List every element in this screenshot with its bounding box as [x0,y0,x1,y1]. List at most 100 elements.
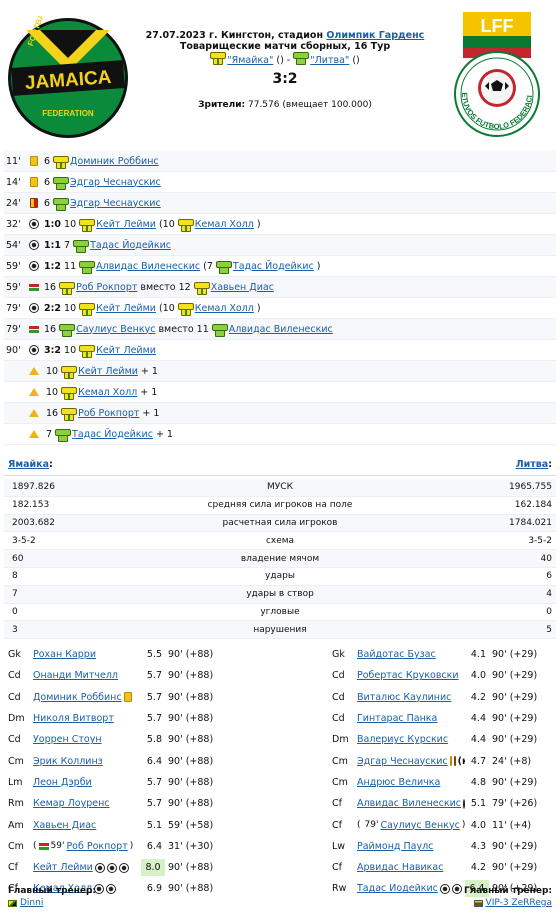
event-text: 6 Эдгар Чеснаускис [42,176,161,190]
player-link[interactable]: Эдгар Чеснаускис [70,197,161,209]
player-rating: 5.7 [146,691,162,703]
player-number: 16 [44,323,57,335]
event-row: 90' 3:2 10 Кейт Лейми [4,340,556,361]
replaced-player-link[interactable]: Хавьен Диас [210,281,274,293]
player-link[interactable]: Тадас Йодейкис [357,883,438,895]
player-link[interactable]: Роб Рокпорт [66,840,128,852]
player-link[interactable]: Уоррен Стоун [33,734,102,746]
event-row: 24' 6 Эдгар Чеснаускис [4,193,556,214]
stat-row: 2003.682 расчетная сила игроков 1784.021 [4,514,556,533]
event-row: 79' 16 Саулиус Венкус вместо 11 Алвидас Виле… [4,319,556,340]
player-number: 16 [46,407,59,419]
player-name-cell: Алвидас Виленескис [357,798,465,809]
player-link[interactable]: Алвидас Виленескис [357,798,461,810]
player-link[interactable]: Доминик Роббинс [70,155,159,167]
player-link[interactable]: Кемал Холл [78,386,138,398]
event-row: 16 Роб Рокпорт + 1 [4,403,556,424]
match-score: 3:2 [272,71,298,87]
player-link[interactable]: Кемар Лоуренс [33,798,110,810]
player-link[interactable]: Роб Рокпорт [78,407,140,419]
away-coach-link[interactable]: VIP-3 ZeRRega [485,898,552,908]
event-minute: 79' [6,323,21,335]
player-name-cell: Раймонд Паулс [357,841,465,852]
assist-player-link[interactable]: Кемал Холл [194,218,254,230]
player-number: 6 [44,176,51,188]
player-link[interactable]: Валериус Курскис [357,734,449,746]
home-coach: Главный тренер: Dinni [8,885,96,909]
away-team-heading-link[interactable]: Литва [515,459,549,470]
player-link[interactable]: Эрик Коллинз [33,755,103,767]
player-link[interactable]: Виталюс Каулинис [357,691,452,703]
player-row: Cd Доминик Роббинс 5.7 90' (+88) [8,687,234,708]
goal-ball-icon [451,883,462,894]
player-minutes: 11' (+4) [492,819,532,831]
player-link[interactable]: Алвидас Виленескис [96,260,201,272]
stadium-link[interactable]: Олимпик Гарденс [326,30,425,41]
player-link[interactable]: Тадас Йодейкис [90,239,171,251]
player-minutes: 59' (+58) [168,819,214,831]
player-link[interactable]: Роб Рокпорт [76,281,138,293]
player-link[interactable]: Саулиус Венкус [76,323,156,335]
player-link[interactable]: Андрюс Величка [357,776,441,788]
player-link[interactable]: Кейт Лейми [96,302,156,314]
player-link[interactable]: Доминик Роббинс [33,691,122,703]
event-icon-cell [26,409,42,417]
player-link[interactable]: Кемал Холл [33,883,93,895]
player-link[interactable]: Гинтарас Панка [357,713,438,725]
player-position: Cd [332,691,345,703]
player-number: 16 [44,281,57,293]
player-link[interactable]: Кейт Лейми [78,365,138,377]
player-number: 10 [46,365,59,377]
player-link[interactable]: Хавьен Диас [33,819,97,831]
away-coach: Главный тренер: VIP-3 ZeRRega [464,885,552,909]
player-link[interactable]: Рохан Карри [33,649,97,661]
stat-label: удары в створ [246,589,314,600]
lithuania-shirt-icon [79,260,96,274]
player-name-cell: Леон Дэрби [33,777,141,788]
jamaica-shirt-icon [61,386,78,400]
player-link[interactable]: Леон Дэрби [33,776,92,788]
player-position: Cm [332,755,348,767]
assist-player-link[interactable]: Кемал Холл [194,302,254,314]
event-score: 1:1 [44,239,62,251]
lithuania-shirt-icon [53,176,70,190]
player-row: Cm (59' Роб Рокпорт) 6.4 31' (+30) [8,836,234,857]
player-link[interactable]: Тадас Йодейкис [72,428,153,440]
player-link[interactable]: Кейт Лейми [96,218,156,230]
assist-player-link[interactable]: Тадас Йодейкис [232,260,314,272]
event-score: 3:2 [44,344,62,356]
player-link[interactable]: Арвидас Навикас [357,862,444,874]
player-link[interactable]: Саулиус Венкус [380,819,460,831]
assist-prefix: (10 [158,218,175,230]
goal-ball-icon [29,303,39,313]
player-link[interactable]: Кейт Лейми [33,862,93,874]
player-row: Lm Леон Дэрби 5.7 90' (+88) [8,772,234,793]
home-team-link[interactable]: "Ямайка" [227,55,274,66]
home-team-heading-link[interactable]: Ямайка [8,459,50,470]
player-name-cell: Робертас Круковски [357,670,465,681]
event-text: 10 Кемал Холл + 1 [42,386,157,400]
attendance: Зрители: 77.576 (вмещает 100.000) [140,100,430,111]
away-team-link[interactable]: "Литва" [310,55,350,66]
lithuania-shirt-icon [53,197,70,211]
lithuania-shirt-icon [59,323,76,337]
player-name-cell: (79' Саулиус Венкус) [357,820,465,831]
home-coach-link[interactable]: Dinni [20,898,44,908]
player-link[interactable]: Эдгар Чеснаускис [357,755,448,767]
stat-label: нарушения [253,624,307,635]
lff-logo-text: LFF [481,16,514,36]
yellow-card-icon [449,756,452,767]
player-link[interactable]: Кейт Лейми [96,344,156,356]
jamaica-shirt-icon [79,302,96,316]
replaced-player-link[interactable]: Алвидас Виленескис [228,323,333,335]
player-link[interactable]: Вайдотас Бузас [357,649,436,661]
player-minutes: 31' (+30) [168,840,214,852]
player-link[interactable]: Николя Витворт [33,713,114,725]
lithuania-shirt-icon [55,428,72,442]
player-position: Rm [8,798,24,810]
player-link[interactable]: Раймонд Паулс [357,840,434,852]
player-link[interactable]: Робертас Круковски [357,670,459,682]
date-venue-text: 27.07.2023 г. Кингстон, стадион [145,30,327,41]
player-link[interactable]: Онанди Митчелл [33,670,118,682]
player-link[interactable]: Эдгар Чеснаускис [70,176,161,188]
